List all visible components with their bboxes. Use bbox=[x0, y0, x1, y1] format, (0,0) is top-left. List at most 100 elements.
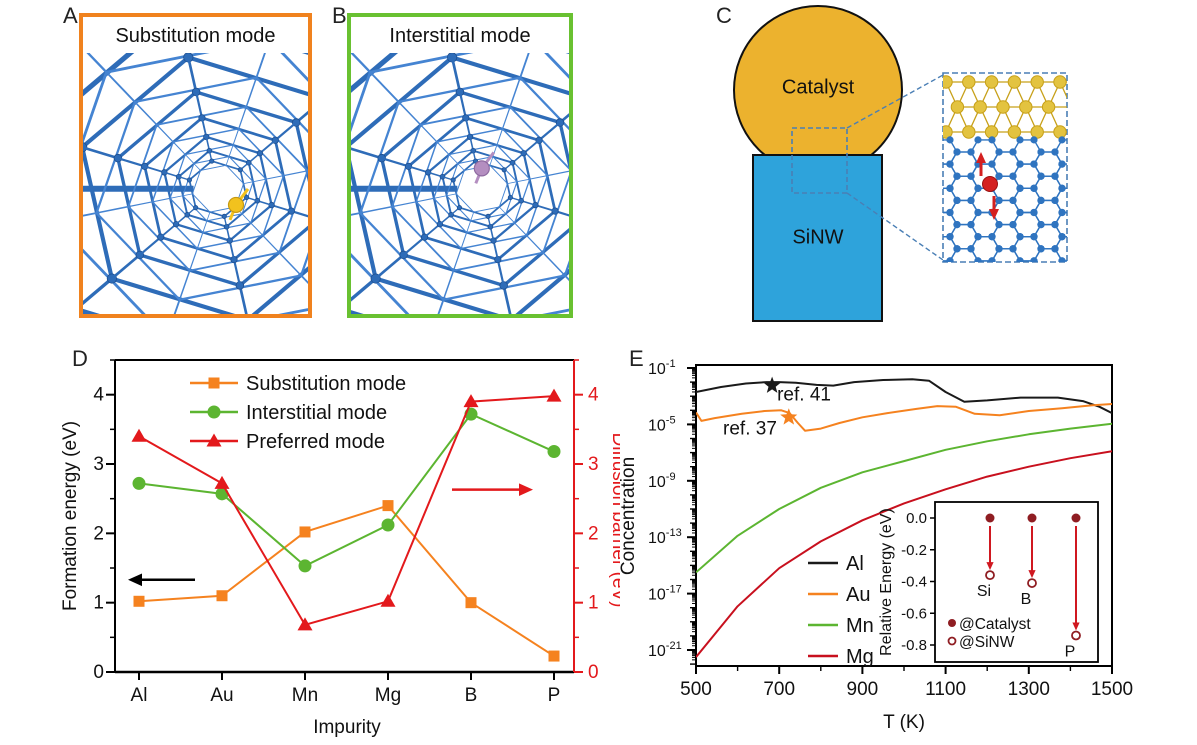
sinw-level-dot bbox=[985, 570, 995, 581]
data-point-marker bbox=[382, 500, 394, 512]
panel-e-label: E bbox=[629, 346, 644, 371]
si-atom bbox=[932, 233, 939, 240]
si-atom bbox=[946, 184, 954, 192]
bond bbox=[448, 154, 459, 164]
bond bbox=[83, 212, 97, 217]
silicon-atom bbox=[507, 194, 513, 201]
inset-legend-filled-dot bbox=[948, 619, 956, 627]
bond bbox=[152, 197, 171, 203]
silicon-atom bbox=[254, 197, 261, 204]
element-label: P bbox=[1065, 643, 1076, 660]
si-atom bbox=[1009, 172, 1017, 180]
silicon-atom bbox=[404, 162, 413, 170]
sinw-level-dot bbox=[1027, 578, 1037, 588]
si-atom bbox=[925, 269, 932, 276]
x-tick-label: 700 bbox=[763, 679, 795, 700]
bond bbox=[283, 170, 308, 177]
si-atom bbox=[946, 208, 954, 217]
bond bbox=[547, 170, 569, 177]
si-atom bbox=[988, 233, 996, 241]
zoom-connector-line bbox=[846, 192, 944, 261]
si-atom bbox=[988, 282, 995, 289]
si-atom bbox=[1051, 148, 1059, 156]
si-atom bbox=[953, 269, 960, 276]
reference-star bbox=[780, 408, 798, 425]
si-atom bbox=[1016, 257, 1024, 262]
x-tick-label: 1500 bbox=[1091, 679, 1133, 700]
bond bbox=[193, 163, 201, 171]
silicon-atom bbox=[456, 205, 463, 211]
bond bbox=[433, 195, 447, 199]
si-atom bbox=[953, 294, 960, 301]
bond bbox=[402, 236, 426, 256]
si-atom bbox=[925, 197, 932, 204]
si-atom bbox=[1072, 282, 1079, 289]
legend-label: Mn bbox=[846, 615, 874, 637]
si-atom bbox=[974, 184, 982, 192]
bond bbox=[360, 205, 393, 214]
panel-d-label: D bbox=[72, 346, 88, 371]
x-axis-title: T (K) bbox=[883, 712, 925, 733]
x-tick-label: B bbox=[465, 685, 478, 706]
gold-atom bbox=[943, 125, 953, 139]
d-axes: 0 0 1 1 2 2 3 3 4 4 Al Au Mn Mg B P Impurity Formation en… bbox=[60, 359, 629, 738]
transfer-arrow-head bbox=[1072, 622, 1080, 631]
interstitial-lattice-graphic bbox=[351, 53, 569, 314]
si-atom bbox=[1051, 245, 1059, 253]
bond bbox=[238, 285, 248, 314]
bond bbox=[501, 106, 511, 129]
d-series-circle bbox=[132, 407, 561, 573]
diffusing-atom bbox=[982, 176, 998, 192]
si-atom bbox=[946, 282, 953, 289]
data-point-marker bbox=[381, 518, 395, 532]
gold-atom bbox=[1007, 125, 1022, 139]
legend-label: Al bbox=[846, 553, 864, 575]
series-line bbox=[138, 504, 555, 657]
reference-text: ref. 41 bbox=[777, 384, 831, 405]
bond bbox=[398, 101, 422, 126]
inset-y-tick-label: -0.4 bbox=[901, 574, 927, 591]
panel-a-label: A bbox=[63, 3, 78, 28]
si-atom bbox=[925, 221, 932, 228]
legend-label: Substitution mode bbox=[246, 373, 406, 395]
si-atom bbox=[1058, 282, 1065, 289]
si-bond-hexagon bbox=[992, 273, 1020, 297]
bond bbox=[178, 270, 191, 301]
bond bbox=[509, 77, 521, 108]
y-tick-label: 10-5 bbox=[648, 414, 676, 434]
si-atom bbox=[1016, 136, 1024, 144]
gold-atom bbox=[1007, 75, 1022, 89]
silicon-atom bbox=[186, 177, 192, 183]
si-atom bbox=[932, 257, 939, 264]
bond bbox=[437, 299, 445, 314]
bond bbox=[189, 248, 198, 271]
si-atom bbox=[1037, 196, 1045, 204]
sinw-label: SiNW bbox=[792, 226, 844, 249]
atomic-inset bbox=[925, 75, 1086, 301]
si-atom bbox=[1051, 172, 1059, 180]
y-tick-label-left: 3 bbox=[93, 454, 104, 475]
x-tick-label: Mg bbox=[375, 685, 401, 706]
d-series-square bbox=[133, 500, 560, 662]
bond bbox=[228, 240, 235, 260]
si-atom bbox=[953, 220, 961, 229]
si-atom bbox=[1079, 245, 1086, 252]
inset-legend-label: @SiNW bbox=[959, 634, 1015, 651]
gold-atom bbox=[1053, 75, 1067, 89]
bond bbox=[420, 124, 438, 143]
nanowire-body bbox=[752, 154, 883, 322]
series-line bbox=[138, 395, 555, 627]
si-atom bbox=[1058, 208, 1066, 217]
bond bbox=[274, 121, 297, 142]
bond bbox=[446, 193, 457, 197]
data-point-marker bbox=[463, 394, 479, 408]
si-atom bbox=[1079, 148, 1086, 155]
bond bbox=[156, 124, 174, 143]
bond bbox=[351, 277, 377, 302]
si-atom bbox=[953, 245, 961, 253]
si-atom bbox=[953, 148, 961, 156]
si-atom bbox=[946, 282, 953, 289]
inset-y-tick-label: -0.8 bbox=[901, 637, 927, 654]
bond bbox=[436, 141, 450, 155]
lattice-group bbox=[351, 53, 569, 314]
